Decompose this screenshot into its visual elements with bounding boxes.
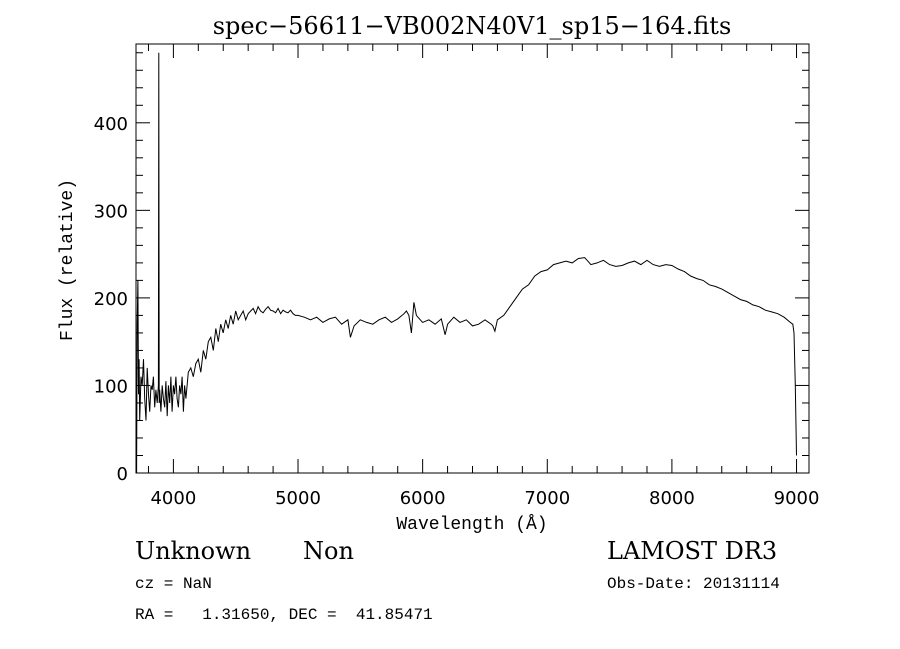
- y-tick-label: 200: [94, 289, 128, 310]
- coordinates-readout: RA = 1.31650, DEC = 41.85471: [135, 606, 433, 624]
- object-class: Unknown: [135, 537, 251, 565]
- x-axis-label: Wavelength (Å): [396, 514, 547, 535]
- survey-label: LAMOST DR3: [607, 537, 777, 565]
- plot-frame: [135, 43, 810, 474]
- redshift-readout: cz = NaN: [135, 575, 212, 593]
- x-tick-label: 6000: [400, 488, 446, 509]
- x-tick-label: 4000: [150, 488, 196, 509]
- x-tick-label: 7000: [524, 488, 570, 509]
- y-tick-label: 400: [94, 114, 128, 135]
- object-subclass: Non: [303, 537, 354, 565]
- y-axis-label: Flux (relative): [58, 179, 78, 341]
- obs-date: Obs-Date: 20131114: [607, 575, 780, 593]
- chart-title: spec−56611−VB002N40V1_sp15−164.fits: [213, 12, 732, 40]
- axis-ticks: [136, 44, 809, 474]
- x-tick-label: 5000: [275, 488, 321, 509]
- y-tick-label: 0: [117, 464, 128, 485]
- x-tick-label: 9000: [774, 488, 820, 509]
- spectrum-series-line: [135, 52, 797, 474]
- y-tick-label: 300: [94, 201, 128, 222]
- tick-labels: 4000 5000 6000 7000 8000 9000 0 100 200 300 400: [94, 114, 820, 509]
- y-tick-label: 100: [94, 376, 128, 397]
- x-tick-label: 8000: [649, 488, 695, 509]
